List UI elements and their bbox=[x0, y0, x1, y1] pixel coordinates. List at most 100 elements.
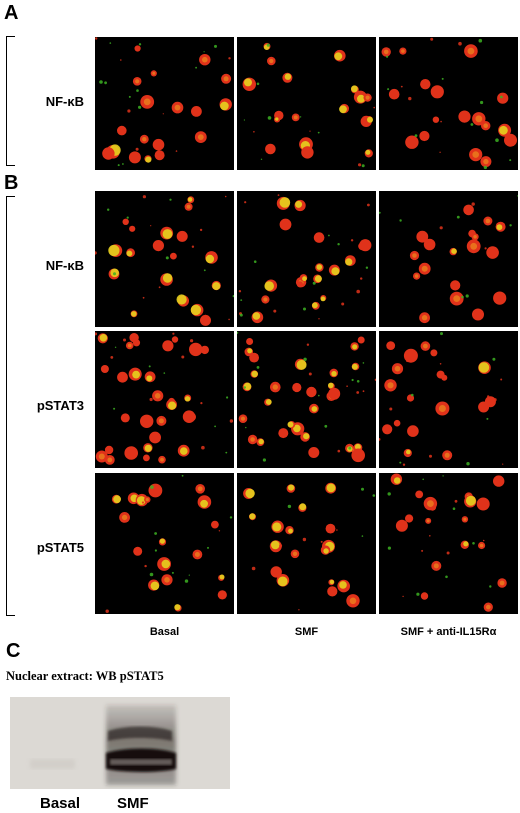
fluorescent-speck bbox=[117, 164, 120, 167]
cell-nucleus bbox=[430, 349, 438, 357]
cell-nucleus bbox=[140, 95, 155, 109]
cell-nucleus bbox=[328, 264, 340, 276]
fluorescent-speck bbox=[351, 378, 354, 382]
fluorescent-speck bbox=[287, 504, 292, 509]
fluorescent-speck bbox=[312, 281, 316, 285]
fluorescent-speck bbox=[138, 43, 142, 46]
fluorescent-speck bbox=[195, 66, 197, 69]
cell-nucleus bbox=[95, 450, 108, 463]
fluorescent-speck bbox=[154, 549, 157, 552]
fluorescent-speck bbox=[500, 378, 503, 381]
cell-nucleus bbox=[425, 517, 432, 524]
fluorescent-speck bbox=[240, 299, 243, 301]
fluorescent-speck bbox=[361, 164, 365, 168]
cell-nucleus bbox=[256, 438, 265, 446]
cell-nucleus bbox=[449, 291, 464, 306]
fluorescent-speck bbox=[181, 474, 184, 477]
fluorescent-speck bbox=[356, 289, 360, 294]
fluorescent-speck bbox=[243, 119, 245, 121]
cell-nucleus bbox=[143, 443, 153, 453]
fluorescent-speck bbox=[492, 357, 496, 361]
cell-nucleus bbox=[128, 151, 141, 164]
fluorescent-speck bbox=[138, 105, 142, 109]
fluorescent-speck bbox=[456, 215, 460, 219]
cell-nucleus bbox=[497, 578, 507, 588]
fluorescent-speck bbox=[441, 77, 444, 80]
fluorescent-speck bbox=[379, 438, 381, 441]
cell-nucleus bbox=[265, 143, 276, 155]
fluorescent-speck bbox=[470, 123, 474, 126]
fluorescent-speck bbox=[421, 549, 424, 552]
cell-nucleus bbox=[320, 545, 331, 555]
fluorescent-speck bbox=[109, 42, 112, 44]
cell-nucleus bbox=[117, 371, 128, 383]
lane-label-smf: SMF bbox=[117, 795, 149, 812]
cell-nucleus bbox=[498, 123, 512, 137]
cell-nucleus bbox=[325, 482, 337, 494]
cell-nucleus bbox=[403, 448, 412, 458]
micrograph-b-pstat5-anti-il15ra bbox=[379, 473, 518, 614]
cell-nucleus bbox=[161, 574, 173, 586]
cell-nucleus bbox=[211, 280, 221, 291]
fluorescent-speck bbox=[149, 572, 154, 577]
fluorescent-speck bbox=[400, 85, 403, 88]
cell-nucleus bbox=[311, 301, 320, 310]
fluorescent-speck bbox=[107, 208, 110, 211]
fluorescent-speck bbox=[277, 194, 280, 196]
fluorescent-speck bbox=[123, 338, 126, 342]
cell-nucleus bbox=[152, 138, 165, 151]
cell-nucleus bbox=[418, 262, 431, 275]
cell-nucleus bbox=[291, 113, 300, 122]
fluorescent-speck bbox=[244, 201, 247, 204]
fluorescent-speck bbox=[387, 88, 390, 91]
lane-label-basal: Basal bbox=[40, 795, 81, 812]
cell-nucleus bbox=[351, 362, 360, 371]
fluorescent-speck bbox=[500, 95, 503, 99]
fluorescent-speck bbox=[136, 89, 139, 92]
micrograph-b-nfkb-anti-il15ra bbox=[379, 191, 518, 327]
cell-nucleus bbox=[478, 541, 486, 550]
cell-nucleus bbox=[399, 47, 407, 55]
cell-nucleus bbox=[238, 414, 248, 423]
fluorescent-speck bbox=[256, 82, 260, 86]
fluorescent-speck bbox=[358, 163, 362, 167]
fluorescent-speck bbox=[465, 294, 469, 298]
fluorescent-speck bbox=[306, 343, 310, 346]
fluorescent-speck bbox=[422, 478, 424, 481]
cell-nucleus bbox=[472, 308, 484, 321]
fluorescent-speck bbox=[440, 332, 443, 336]
bracket-panel-b bbox=[6, 196, 15, 616]
cell-nucleus bbox=[285, 526, 294, 535]
fluorescent-speck bbox=[348, 446, 352, 450]
fluorescent-speck bbox=[229, 516, 233, 519]
fluorescent-speck bbox=[399, 461, 402, 464]
cell-nucleus bbox=[461, 516, 469, 523]
col-label-smf-anti-il15ra: SMF + anti-IL15Rα bbox=[400, 626, 497, 638]
cell-nucleus bbox=[174, 604, 182, 612]
cell-nucleus bbox=[346, 594, 360, 608]
fluorescent-speck bbox=[203, 51, 205, 53]
fluorescent-speck bbox=[480, 100, 484, 105]
cell-nucleus bbox=[182, 410, 196, 423]
col-label-basal: Basal bbox=[149, 626, 180, 638]
cell-nucleus bbox=[242, 77, 256, 91]
cell-nucleus bbox=[299, 274, 308, 282]
cell-nucleus bbox=[481, 121, 491, 131]
cell-nucleus bbox=[176, 230, 188, 242]
fluorescent-speck bbox=[408, 96, 412, 101]
cell-nucleus bbox=[442, 450, 453, 461]
fluorescent-speck bbox=[502, 463, 504, 465]
cell-nucleus bbox=[471, 233, 479, 241]
fluorescent-speck bbox=[175, 150, 178, 152]
cell-nucleus bbox=[122, 218, 129, 225]
panel-letter-c: C bbox=[6, 640, 21, 662]
cell-nucleus bbox=[144, 371, 156, 383]
cell-nucleus bbox=[176, 294, 189, 307]
micrograph-b-pstat3-smf bbox=[237, 331, 376, 468]
fluorescent-speck bbox=[440, 120, 442, 123]
cell-nucleus bbox=[365, 116, 373, 123]
cell-nucleus bbox=[300, 432, 310, 442]
fluorescent-speck bbox=[486, 417, 489, 420]
cell-nucleus bbox=[195, 484, 205, 494]
fluorescent-speck bbox=[228, 318, 230, 321]
